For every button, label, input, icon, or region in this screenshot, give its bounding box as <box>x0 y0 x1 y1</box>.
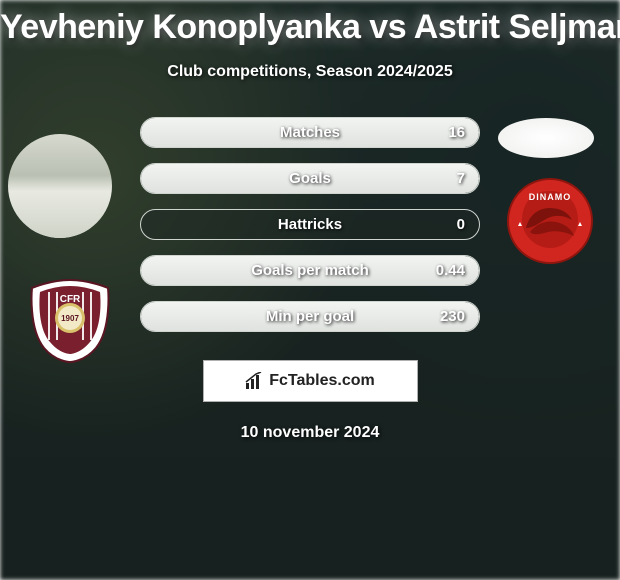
stat-value-right: 230 <box>440 308 465 325</box>
page-title: Yevheniy Konoplyanka vs Astrit Seljmani <box>0 8 620 47</box>
stat-value-right: 16 <box>448 124 465 141</box>
subtitle: Club competitions, Season 2024/2025 <box>0 63 620 81</box>
stat-label: Matches <box>141 124 479 141</box>
stat-row: Matches16 <box>140 117 480 148</box>
brand-badge[interactable]: FcTables.com <box>203 360 418 402</box>
stats-container: Matches16 Goals7 Hattricks0 Goals per match… <box>0 117 620 332</box>
stat-row: Goals7 <box>140 163 480 194</box>
stat-value-right: 0.44 <box>436 262 465 279</box>
chart-icon <box>245 372 263 390</box>
stat-label: Min per goal <box>141 308 479 325</box>
stat-label: Goals <box>141 170 479 187</box>
stat-label: Hattricks <box>141 216 479 233</box>
content-root: Yevheniy Konoplyanka vs Astrit Seljmani … <box>0 0 620 580</box>
stat-row: Goals per match0.44 <box>140 255 480 286</box>
stat-value-right: 0 <box>457 216 465 233</box>
stat-row: Hattricks0 <box>140 209 480 240</box>
brand-text: FcTables.com <box>269 372 375 390</box>
date-text: 10 november 2024 <box>0 424 620 442</box>
stat-label: Goals per match <box>141 262 479 279</box>
stat-row: Min per goal230 <box>140 301 480 332</box>
stat-value-right: 7 <box>457 170 465 187</box>
stat-rows: Matches16 Goals7 Hattricks0 Goals per match… <box>140 117 480 332</box>
